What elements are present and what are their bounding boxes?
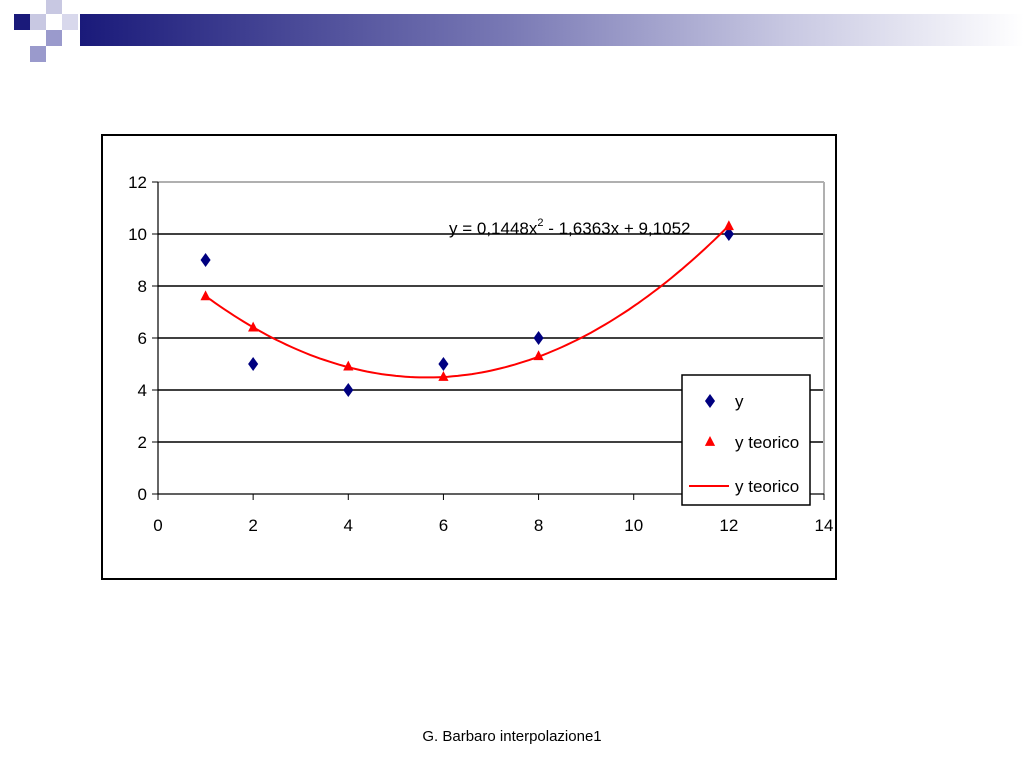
- y-tick-label: 2: [138, 433, 147, 452]
- y-tick-label: 0: [138, 485, 147, 504]
- legend-label: y: [735, 392, 744, 411]
- data-point-y: [200, 253, 211, 267]
- logo-square-mid: [46, 0, 62, 14]
- data-point-y-teorico: [343, 360, 354, 371]
- x-tick-label: 14: [815, 516, 834, 535]
- x-tick-label: 0: [153, 516, 162, 535]
- legend-label: y teorico: [735, 477, 799, 496]
- y-tick-label: 12: [128, 173, 147, 192]
- trendline: [205, 224, 730, 379]
- chart: 0 2 4 6 8 10 12 0 2 4 6 8 10 12 14 y = 0,1448x2 - 1,63…: [128, 173, 833, 535]
- x-tick-label: 12: [719, 516, 738, 535]
- chart-frame: 0 2 4 6 8 10 12 0 2 4 6 8 10 12 14 y = 0,1448x2 - 1,63…: [101, 134, 837, 580]
- data-point-y-teorico: [248, 321, 259, 332]
- y-tick-label: 4: [138, 381, 147, 400]
- data-point-y: [723, 227, 734, 241]
- data-point-y: [438, 357, 449, 371]
- legend: y y teorico y teorico: [681, 374, 811, 506]
- logo-square-dark: [14, 14, 30, 30]
- legend-label: y teorico: [735, 433, 799, 452]
- data-point-y: [343, 383, 354, 397]
- logo-square-light: [30, 46, 46, 62]
- x-tick-label: 8: [534, 516, 543, 535]
- data-point-y-teorico: [200, 290, 211, 301]
- trendline-curve: [205, 224, 730, 379]
- y-tick-label: 8: [138, 277, 147, 296]
- trendline-equation: y = 0,1448x2 - 1,6363x + 9,1052: [449, 217, 690, 238]
- data-point-y: [533, 331, 544, 345]
- logo-square-light: [30, 14, 46, 30]
- footer-text: G. Barbaro interpolazione1: [422, 728, 602, 745]
- y-tick-label: 10: [128, 225, 147, 244]
- x-tick-label: 6: [439, 516, 448, 535]
- x-tick-label: 4: [344, 516, 353, 535]
- legend-marker-diamond: [704, 394, 716, 408]
- logo-square-light: [46, 30, 62, 46]
- logo-square-light: [62, 14, 78, 30]
- x-tick-label: 10: [624, 516, 643, 535]
- legend-box: [681, 374, 811, 506]
- data-point-y-teorico: [438, 371, 449, 381]
- legend-marker-triangle: [704, 436, 716, 446]
- data-points: [200, 220, 734, 397]
- header-gradient-band: [80, 14, 1024, 46]
- tick-labels: 0 2 4 6 8 10 12 0 2 4 6 8 10 12 14: [128, 173, 833, 535]
- data-point-y: [248, 357, 259, 371]
- y-tick-label: 6: [138, 329, 147, 348]
- data-point-y-teorico: [723, 220, 734, 231]
- data-point-y-teorico: [533, 350, 544, 361]
- x-tick-label: 2: [248, 516, 257, 535]
